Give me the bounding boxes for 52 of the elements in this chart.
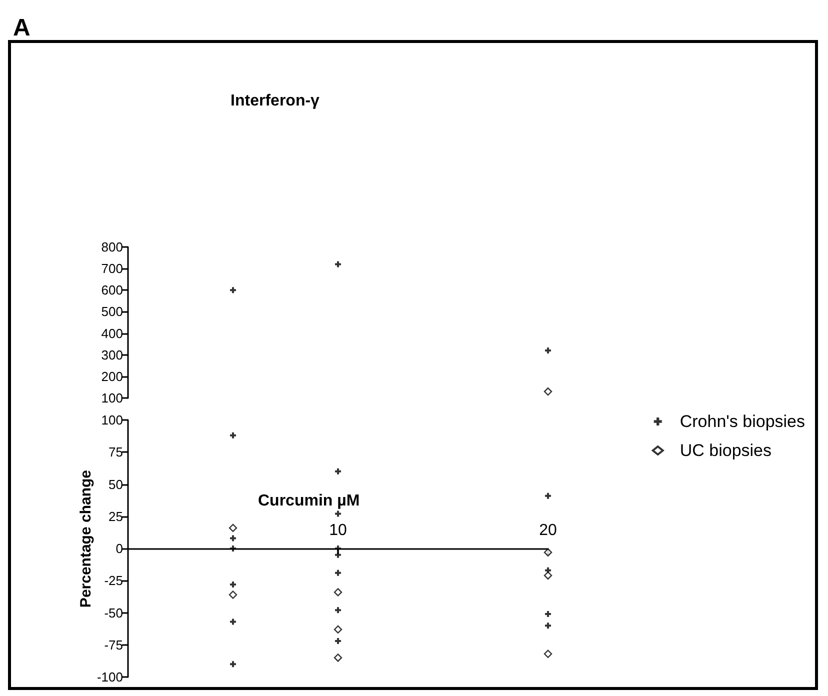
point <box>545 348 551 354</box>
y-tick-label: 25 <box>108 508 123 524</box>
legend-label: UC biopsies <box>680 441 772 460</box>
y-tick-label: -50 <box>104 605 123 620</box>
y-tick-label: 700 <box>101 261 123 276</box>
y-tick-label: 500 <box>101 304 123 320</box>
point <box>334 654 342 662</box>
y-tick-label: 200 <box>101 368 123 384</box>
x-axis-title: Curcumin µM <box>258 492 360 510</box>
point <box>230 618 236 625</box>
point <box>335 570 341 576</box>
y-tick-label: 75 <box>108 444 123 460</box>
x-tick-label: 10 <box>329 522 347 539</box>
point <box>334 625 342 634</box>
point <box>230 535 236 542</box>
y-tick-label: 300 <box>101 347 123 362</box>
legend-label: Crohn's biopsies <box>680 412 806 431</box>
point <box>334 588 342 596</box>
y-axis-title: Percentage change <box>78 470 94 608</box>
y-tick-label: 100 <box>101 412 123 428</box>
y-tick-label: 100 <box>101 390 123 406</box>
point <box>335 552 341 558</box>
y-tick-label: -25 <box>104 573 123 588</box>
point <box>335 261 341 268</box>
point <box>335 546 341 552</box>
x-tick-label: 20 <box>539 522 557 539</box>
point <box>228 590 238 599</box>
point <box>335 468 341 474</box>
point <box>335 607 341 614</box>
point <box>544 387 552 396</box>
y-tick-label: 50 <box>108 476 123 492</box>
y-tick-label: 800 <box>101 240 123 254</box>
y-tick-label: -75 <box>104 637 123 652</box>
y-tick-label: 0 <box>116 541 123 556</box>
y-tick-label: 600 <box>101 282 123 298</box>
text: A <box>13 14 30 42</box>
point <box>230 661 236 668</box>
point <box>545 611 551 618</box>
point <box>545 492 551 499</box>
y-tick-label: -100 <box>96 670 123 684</box>
point <box>230 546 236 552</box>
y-tick-label: 400 <box>101 326 123 341</box>
point <box>545 622 551 629</box>
point <box>335 638 341 644</box>
point <box>335 510 341 517</box>
point <box>228 524 238 532</box>
point <box>230 432 236 438</box>
chart-title: Interferon-γ <box>230 92 320 110</box>
point <box>230 581 236 588</box>
point <box>544 650 552 658</box>
point <box>544 571 552 580</box>
point <box>230 287 236 294</box>
